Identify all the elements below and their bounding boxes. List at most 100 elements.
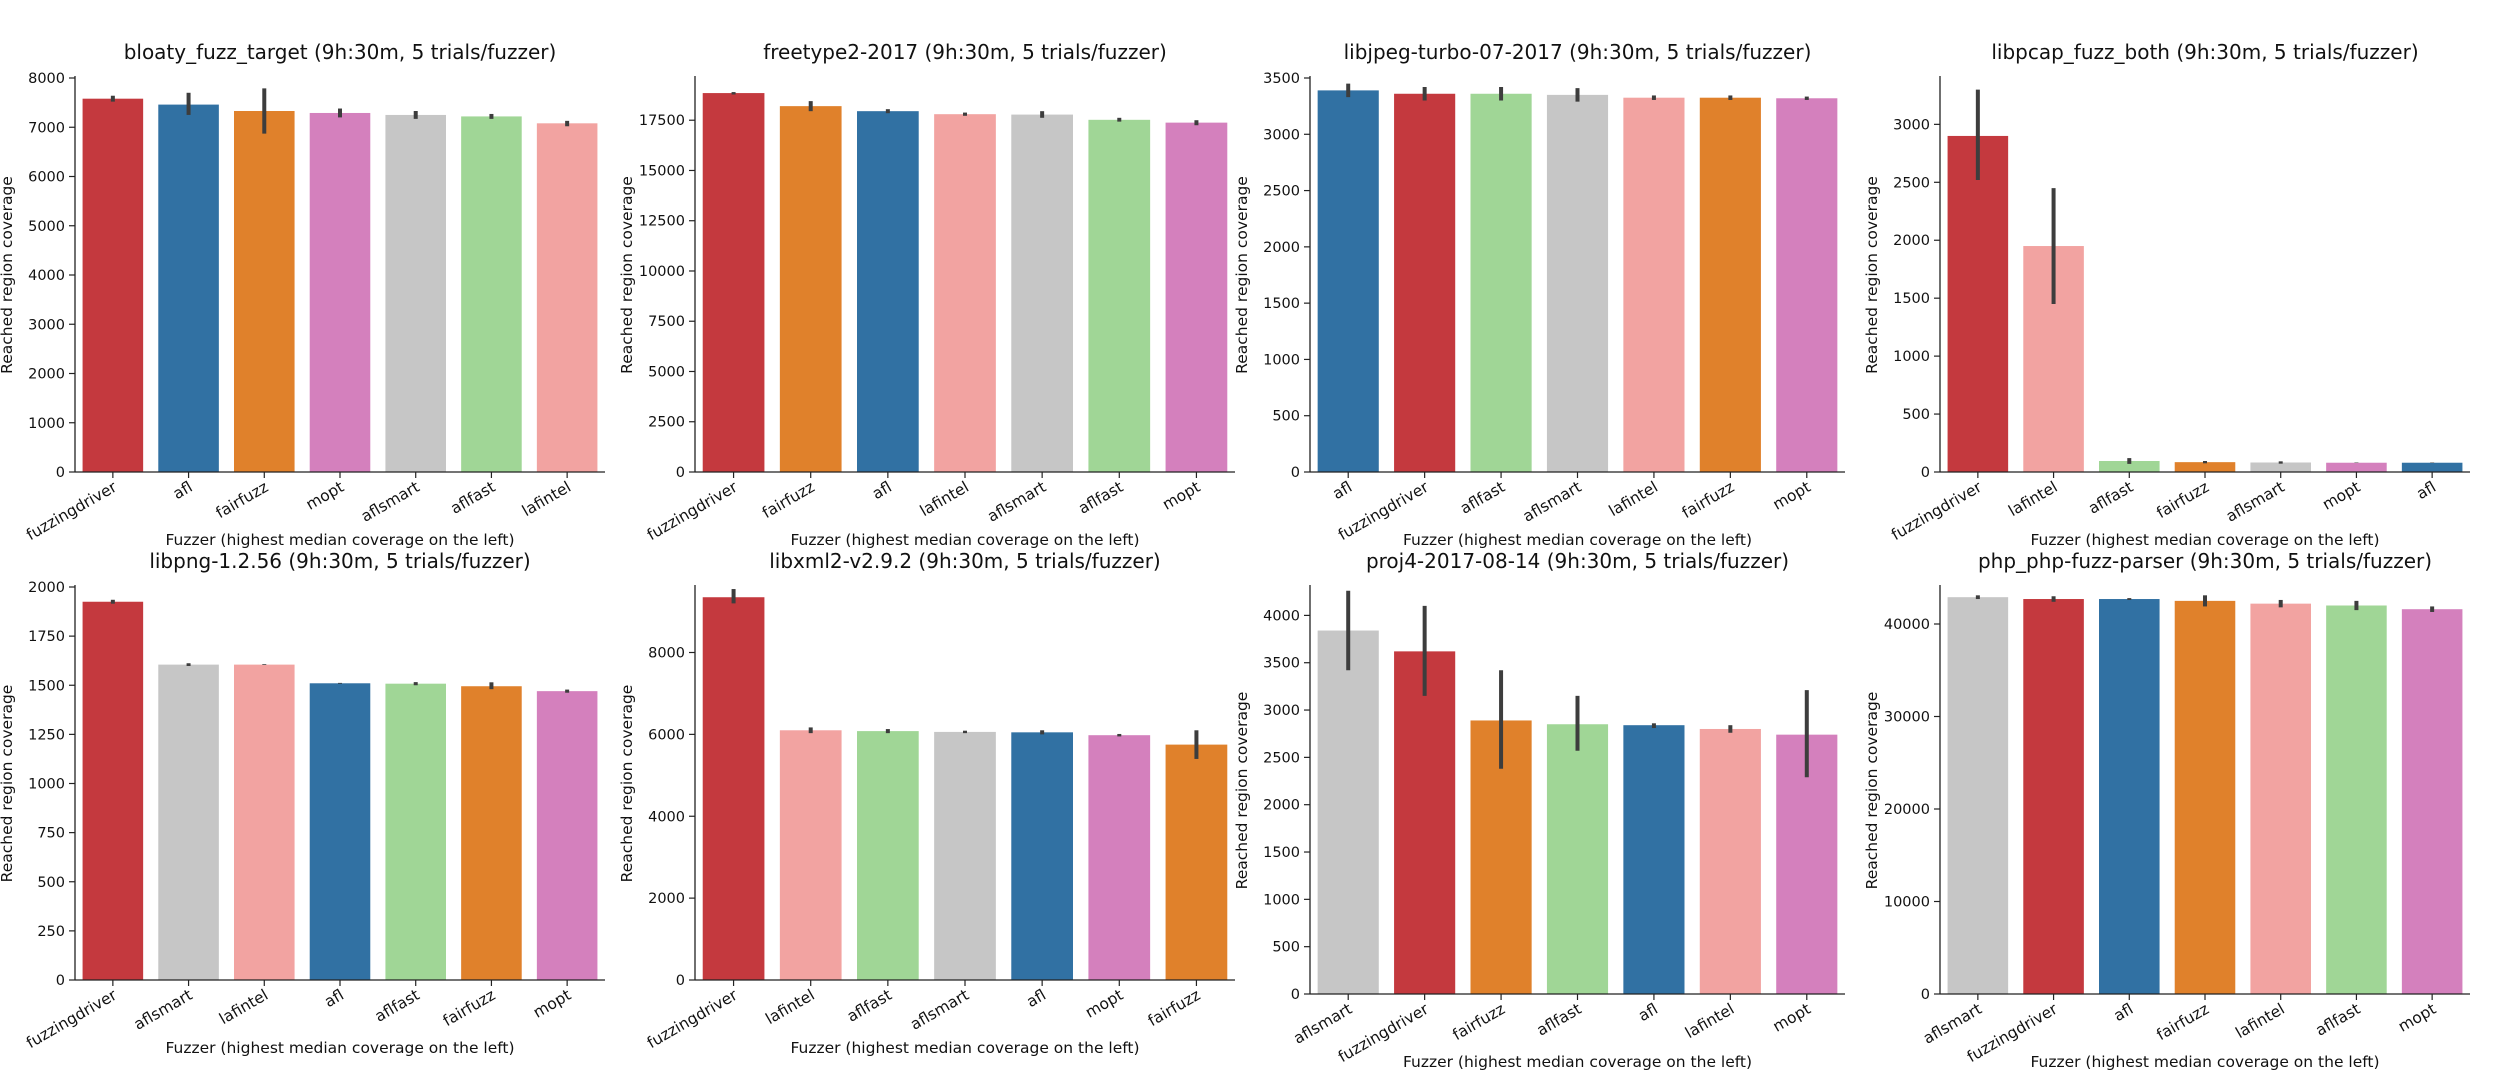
y-tick-label: 4000 xyxy=(648,809,685,825)
x-axis-label: Fuzzer (highest median coverage on the l… xyxy=(1403,531,1752,549)
bar-aflsmart xyxy=(1947,597,2009,994)
x-tick-label: fuzzingdriver xyxy=(23,478,120,544)
bar-lafintel xyxy=(779,730,842,980)
bar-mopt xyxy=(1088,735,1151,980)
y-tick-label: 1500 xyxy=(28,678,65,694)
y-tick-label: 0 xyxy=(676,465,685,481)
bar-aflfast xyxy=(857,731,919,980)
x-tick-label: fairfuzz xyxy=(1450,1000,1509,1044)
x-tick-label: lafintel xyxy=(216,986,271,1028)
bar-fuzzingdriver xyxy=(82,98,144,472)
bar-fairfuzz xyxy=(779,106,842,473)
y-tick-label: 17500 xyxy=(639,113,685,129)
bar-afl xyxy=(158,104,219,472)
y-tick-label: 0 xyxy=(56,973,65,989)
y-tick-label: 7000 xyxy=(28,120,65,136)
y-tick-label: 15000 xyxy=(639,163,685,179)
x-axis-label: Fuzzer (highest median coverage on the l… xyxy=(165,531,514,549)
y-tick-label: 3000 xyxy=(1893,117,1930,133)
x-tick-label: aflsmart xyxy=(2223,478,2288,526)
bar-lafintel xyxy=(934,114,996,473)
x-tick-label: lafintel xyxy=(2233,1000,2288,1042)
bar-lafintel xyxy=(536,123,598,472)
x-tick-label: afl xyxy=(1330,478,1356,503)
x-tick-label: lafintel xyxy=(519,478,574,520)
x-tick-label: aflfast xyxy=(1075,478,1126,518)
y-tick-label: 5000 xyxy=(648,364,685,380)
y-tick-label: 4000 xyxy=(1263,608,1300,624)
x-tick-label: mopt xyxy=(1770,1000,1814,1036)
chart-title: libpng-1.2.56 (9h:30m, 5 trials/fuzzer) xyxy=(149,549,530,573)
chart-panel: 0 2000 4000 6000 8000 fuzzingdriver lafintel af… xyxy=(618,549,1235,1057)
y-axis-label: Reached region coverage xyxy=(1863,692,1881,890)
y-tick-label: 5000 xyxy=(28,219,65,235)
chart-panel: 0 500 1000 1500 2000 2500 3000 3500 4000 aflsmart… xyxy=(1233,549,1845,1071)
x-tick-label: aflfast xyxy=(2313,1000,2364,1040)
bar-lafintel xyxy=(1699,728,1761,994)
x-tick-label: fairfuzz xyxy=(1145,986,1204,1030)
y-tick-label: 500 xyxy=(37,875,65,891)
y-axis-label: Reached region coverage xyxy=(1233,692,1251,890)
bar-aflfast xyxy=(1088,119,1151,472)
y-axis-label: Reached region coverage xyxy=(1233,176,1251,374)
x-tick-label: fairfuzz xyxy=(759,478,818,522)
x-tick-label: aflsmart xyxy=(131,986,196,1034)
y-tick-label: 6000 xyxy=(648,727,685,743)
x-tick-label: lafintel xyxy=(2005,478,2060,520)
y-tick-label: 2000 xyxy=(1263,798,1300,814)
y-tick-label: 2000 xyxy=(28,367,65,383)
y-axis-label: Reached region coverage xyxy=(618,176,636,374)
x-tick-label: aflfast xyxy=(448,478,499,518)
x-tick-label: aflfast xyxy=(844,986,895,1026)
bar-aflsmart xyxy=(1546,94,1609,472)
x-tick-label: aflfast xyxy=(1534,1000,1585,1040)
x-tick-label: fairfuzz xyxy=(2153,478,2212,522)
y-axis-label: Reached region coverage xyxy=(0,685,16,883)
chart-title: bloaty_fuzz_target (9h:30m, 5 trials/fuz… xyxy=(124,40,557,64)
x-axis-label: Fuzzer (highest median coverage on the l… xyxy=(790,1039,1139,1057)
x-tick-label: mopt xyxy=(2395,1000,2439,1036)
y-tick-label: 1000 xyxy=(1893,349,1930,365)
y-tick-label: 2000 xyxy=(28,580,65,596)
y-tick-label: 1500 xyxy=(1263,845,1300,861)
bar-aflsmart xyxy=(1011,114,1073,472)
chart-title: proj4-2017-08-14 (9h:30m, 5 trials/fuzze… xyxy=(1366,549,1789,573)
y-tick-label: 6000 xyxy=(28,170,65,186)
bar-fuzzingdriver xyxy=(702,597,765,980)
bar-fuzzingdriver xyxy=(702,93,765,472)
y-tick-label: 3000 xyxy=(1263,127,1300,143)
bar-aflfast xyxy=(2326,605,2387,994)
bar-aflfast xyxy=(1546,724,1609,994)
x-axis-label: Fuzzer (highest median coverage on the l… xyxy=(2030,1053,2379,1071)
y-tick-label: 2000 xyxy=(648,891,685,907)
y-tick-label: 0 xyxy=(1921,465,1930,481)
bar-fairfuzz xyxy=(461,686,522,980)
y-tick-label: 1000 xyxy=(1263,892,1300,908)
y-tick-label: 30000 xyxy=(1884,710,1930,726)
x-tick-label: aflsmart xyxy=(1520,478,1585,526)
y-tick-label: 3000 xyxy=(1263,703,1300,719)
x-tick-label: afl xyxy=(2111,1000,2137,1025)
x-tick-label: mopt xyxy=(530,986,574,1022)
y-tick-label: 1000 xyxy=(28,777,65,793)
bar-afl xyxy=(1317,90,1379,472)
bar-fairfuzz xyxy=(1699,97,1761,472)
x-tick-label: afl xyxy=(1023,986,1049,1011)
x-tick-label: fuzzingdriver xyxy=(644,478,741,544)
y-tick-label: 2500 xyxy=(1893,175,1930,191)
bar-fairfuzz xyxy=(1165,744,1228,980)
chart-title: php_php-fuzz-parser (9h:30m, 5 trials/fu… xyxy=(1978,549,2432,573)
x-tick-label: fairfuzz xyxy=(2153,1000,2212,1044)
bar-mopt xyxy=(1165,122,1228,473)
x-tick-label: afl xyxy=(869,478,895,503)
y-tick-label: 0 xyxy=(676,973,685,989)
y-tick-label: 1000 xyxy=(1263,352,1300,368)
chart-panel: 0500100015002000250030003500aflfuzzingdr… xyxy=(1233,40,1845,549)
y-tick-label: 1250 xyxy=(28,727,65,743)
x-tick-label: lafintel xyxy=(1682,1000,1737,1042)
y-tick-label: 4000 xyxy=(28,268,65,284)
y-tick-label: 500 xyxy=(1272,940,1300,956)
x-axis-label: Fuzzer (highest median coverage on the l… xyxy=(165,1039,514,1057)
x-tick-label: aflsmart xyxy=(984,478,1049,526)
